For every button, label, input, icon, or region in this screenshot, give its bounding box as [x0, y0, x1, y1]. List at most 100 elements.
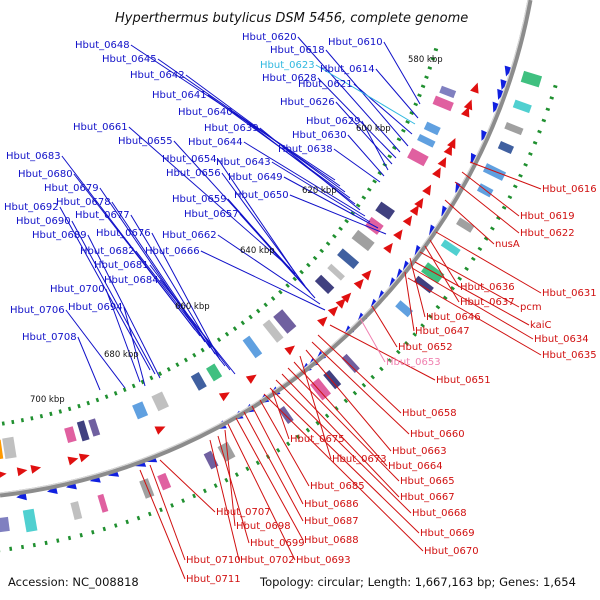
gene-label-hbut-0654[interactable]: Hbut_0654: [162, 154, 217, 165]
gene-label-hbut-0665[interactable]: Hbut_0665: [400, 476, 455, 487]
inner-gc-tick: [140, 379, 145, 385]
gene-label-hbut-0693[interactable]: Hbut_0693: [296, 555, 351, 566]
gene-label-hbut-0666[interactable]: Hbut_0666: [145, 246, 200, 257]
gene-label-hbut-0656[interactable]: Hbut_0656: [166, 168, 221, 179]
outer-feature-block: [323, 369, 342, 390]
gene-label-hbut-0652[interactable]: Hbut_0652: [398, 342, 453, 353]
outer-gc-tick: [9, 546, 13, 551]
gene-label-hbut-0686[interactable]: Hbut_0686: [304, 499, 359, 510]
reverse-feature-arrow: [361, 270, 372, 281]
gene-label-hbut-0658[interactable]: Hbut_0658: [402, 408, 457, 419]
gene-label-hbut-0664[interactable]: Hbut_0664: [388, 461, 443, 472]
genome-backbone: [0, 0, 533, 498]
inner-feature-block: [151, 391, 169, 412]
gene-label-hbut-0629[interactable]: Hbut_0629: [306, 116, 361, 127]
gene-label-hbut-0685[interactable]: Hbut_0685: [310, 481, 365, 492]
gene-label-hbut-0662[interactable]: Hbut_0662: [162, 230, 217, 241]
gene-label-hbut-0668[interactable]: Hbut_0668: [412, 508, 467, 519]
gene-label-nusa[interactable]: nusA: [495, 239, 520, 250]
gene-label-hbut-0694[interactable]: Hbut_0694: [68, 302, 123, 313]
gene-label-hbut-0675[interactable]: Hbut_0675: [290, 434, 345, 445]
gene-label-hbut-0635[interactable]: Hbut_0635: [542, 350, 597, 361]
gene-label-hbut-0622[interactable]: Hbut_0622: [520, 228, 575, 239]
gene-label-hbut-0687[interactable]: Hbut_0687: [304, 516, 359, 527]
gene-label-hbut-0667[interactable]: Hbut_0667: [400, 492, 455, 503]
gene-label-hbut-0684[interactable]: Hbut_0684: [104, 275, 159, 286]
gene-label-hbut-0692[interactable]: Hbut_0692: [4, 202, 59, 213]
gene-label-pcm[interactable]: pcm: [520, 302, 542, 313]
gene-label-hbut-0651[interactable]: Hbut_0651: [436, 375, 491, 386]
leader-line-hbut-0666: [200, 250, 326, 311]
gene-label-hbut-0711[interactable]: Hbut_0711: [186, 574, 241, 585]
leader-line-hbut-0652: [371, 305, 398, 348]
inner-gc-tick: [248, 314, 253, 320]
gene-label-hbut-0648[interactable]: Hbut_0648: [75, 40, 130, 51]
gene-label-hbut-0634[interactable]: Hbut_0634: [534, 334, 589, 345]
gene-label-hbut-0616[interactable]: Hbut_0616: [542, 184, 597, 195]
gene-label-hbut-0676[interactable]: Hbut_0676: [96, 228, 151, 239]
gene-label-hbut-0659[interactable]: Hbut_0659: [172, 194, 227, 205]
gene-label-kaic[interactable]: kaiC: [530, 320, 552, 331]
gene-label-hbut-0702[interactable]: Hbut_0702: [240, 555, 295, 566]
gene-label-hbut-0644[interactable]: Hbut_0644: [188, 137, 243, 148]
gene-label-hbut-0707[interactable]: Hbut_0707: [216, 507, 271, 518]
gene-label-hbut-0660[interactable]: Hbut_0660: [410, 429, 465, 440]
gene-label-hbut-0663[interactable]: Hbut_0663: [392, 446, 447, 457]
gene-label-hbut-0628[interactable]: Hbut_0628: [262, 73, 317, 84]
gene-label-hbut-0637[interactable]: Hbut_0637: [460, 297, 515, 308]
scale-labels: 580 kbp 600 kbp 620 kbp 640 kbp 660 kbp 680 k…: [30, 55, 443, 405]
gene-label-hbut-0700[interactable]: Hbut_0700: [50, 284, 105, 295]
gene-label-hbut-0680[interactable]: Hbut_0680: [18, 169, 73, 180]
gene-label-hbut-0614[interactable]: Hbut_0614: [320, 64, 375, 75]
gene-label-hbut-0681[interactable]: Hbut_0681: [94, 260, 149, 271]
gene-label-hbut-0661[interactable]: Hbut_0661: [73, 122, 128, 133]
gene-label-hbut-0655[interactable]: Hbut_0655: [118, 136, 173, 147]
gene-label-hbut-0649[interactable]: Hbut_0649: [228, 172, 283, 183]
gene-label-hbut-0669[interactable]: Hbut_0669: [420, 528, 475, 539]
gene-label-hbut-0706[interactable]: Hbut_0706: [10, 305, 65, 316]
gene-label-hbut-0679[interactable]: Hbut_0679: [44, 183, 99, 194]
gene-label-hbut-0620[interactable]: Hbut_0620: [242, 32, 297, 43]
gene-label-hbut-0690[interactable]: Hbut_0690: [16, 216, 71, 227]
gene-label-hbut-0708[interactable]: Hbut_0708: [22, 332, 77, 343]
inner-gc-tick: [263, 302, 268, 308]
gene-label-hbut-0645[interactable]: Hbut_0645: [102, 54, 157, 65]
inner-gc-tick: [344, 218, 349, 224]
gene-label-hbut-0650[interactable]: Hbut_0650: [234, 190, 289, 201]
gene-label-hbut-0699[interactable]: Hbut_0699: [250, 538, 305, 549]
gene-label-hbut-0643[interactable]: Hbut_0643: [216, 157, 271, 168]
gene-label-hbut-0647[interactable]: Hbut_0647: [415, 326, 470, 337]
gene-label-hbut-0683[interactable]: Hbut_0683: [6, 151, 61, 162]
gene-label-hbut-0618[interactable]: Hbut_0618: [270, 45, 325, 56]
gene-label-hbut-0641[interactable]: Hbut_0641: [152, 90, 207, 101]
gene-label-hbut-0646[interactable]: Hbut_0646: [426, 312, 481, 323]
outer-gc-tick: [91, 529, 95, 535]
outer-gc-tick: [334, 406, 339, 411]
gene-label-hbut-0610[interactable]: Hbut_0610: [328, 37, 383, 48]
gene-label-hbut-0640[interactable]: Hbut_0640: [178, 107, 233, 118]
outer-gc-tick: [224, 477, 229, 483]
gene-label-hbut-0631[interactable]: Hbut_0631: [542, 288, 597, 299]
gene-label-hbut-0642[interactable]: Hbut_0642: [130, 70, 185, 81]
gene-label-hbut-0636[interactable]: Hbut_0636: [460, 282, 515, 293]
gene-label-hbut-0677[interactable]: Hbut_0677: [75, 210, 130, 221]
gene-label-hbut-0639[interactable]: Hbut_0639: [204, 123, 259, 134]
gene-label-hbut-0630[interactable]: Hbut_0630: [292, 130, 347, 141]
gene-label-hbut-0638[interactable]: Hbut_0638: [278, 144, 333, 155]
gene-label-hbut-0657[interactable]: Hbut_0657: [184, 209, 239, 220]
gene-label-hbut-0619[interactable]: Hbut_0619: [520, 211, 575, 222]
gene-label-hbut-0670[interactable]: Hbut_0670: [424, 546, 479, 557]
gene-label-hbut-0698[interactable]: Hbut_0698: [236, 521, 291, 532]
gene-label-hbut-0623[interactable]: Hbut_0623: [260, 60, 315, 71]
gene-label-hbut-0688[interactable]: Hbut_0688: [304, 535, 359, 546]
gene-label-hbut-0678[interactable]: Hbut_0678: [56, 197, 111, 208]
gene-label-hbut-0621[interactable]: Hbut_0621: [298, 79, 353, 90]
gene-label-hbut-0626[interactable]: Hbut_0626: [280, 97, 335, 108]
gene-label-hbut-0689[interactable]: Hbut_0689: [32, 230, 87, 241]
gene-label-hbut-0710[interactable]: Hbut_0710: [186, 555, 241, 566]
gene-label-hbut-0682[interactable]: Hbut_0682: [80, 246, 135, 257]
leader-line-hbut-0620: [297, 36, 401, 153]
gene-label-hbut-0653[interactable]: Hbut_0653: [386, 357, 441, 368]
reverse-feature-arrow: [154, 426, 166, 435]
gene-label-hbut-0673[interactable]: Hbut_0673: [332, 454, 387, 465]
